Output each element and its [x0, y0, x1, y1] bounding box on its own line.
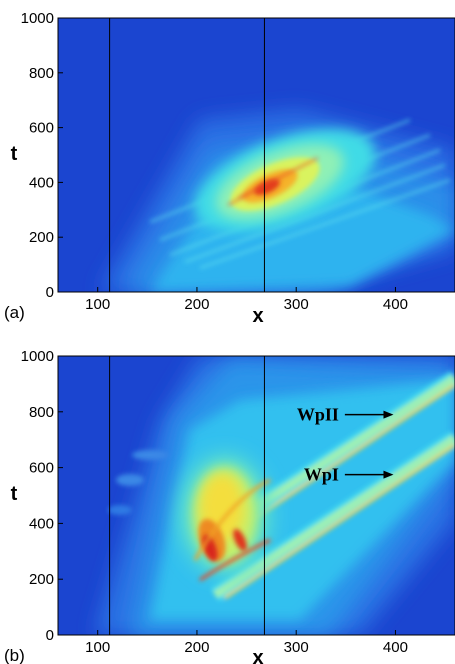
heatmap-b: [58, 356, 455, 635]
annotation-label-1: WpI: [304, 465, 339, 485]
x-tick-label-a: 200: [184, 296, 209, 313]
x-ticks-a: 100 200 300 400: [85, 287, 408, 313]
x-tick-label-a: 400: [383, 296, 408, 313]
y-tick-label-b: 800: [29, 404, 54, 421]
y-tick-label-b: 0: [46, 627, 54, 644]
y-tick-label-a: 200: [29, 229, 54, 246]
annotation-arrowhead-0: [383, 410, 394, 419]
y-tick-label-b: 1000: [21, 348, 54, 365]
y-tick-label-a: 800: [29, 65, 54, 82]
x-ticks-b: 100 200 300 400: [85, 630, 408, 656]
x-axis-label-a: x: [252, 305, 263, 327]
x-tick-label-a: 300: [284, 296, 309, 313]
panel-label-b: (b): [4, 646, 25, 664]
x-axis-label-b: x: [252, 647, 263, 664]
y-tick-label-a: 1000: [21, 10, 54, 27]
plot-frame-b: [57, 355, 455, 636]
y-tick-label-a: 400: [29, 174, 54, 191]
vertical-lines-a: [109, 18, 265, 292]
x-tick-label-b: 400: [383, 639, 408, 656]
panel-a: 100 200 300 400 0 200 400 600 800 1000 (a) x t: [4, 10, 455, 327]
x-tick-label-a: 100: [85, 296, 110, 313]
y-tick-label-a: 600: [29, 120, 54, 137]
heatmap-a: [58, 18, 455, 292]
annotations-b: WpII WpI: [297, 405, 394, 485]
y-ticks-a: 0 200 400 600 800 1000: [21, 10, 63, 301]
y-tick-label-b: 400: [29, 515, 54, 532]
y-tick-label-b: 200: [29, 571, 54, 588]
annotation-arrowhead-1: [383, 470, 394, 479]
annotation-label-0: WpII: [297, 405, 339, 425]
x-tick-label-b: 300: [284, 639, 309, 656]
y-ticks-b: 0 200 400 600 800 1000: [21, 348, 63, 644]
panel-b: 100 200 300 400 0 200 400 600 800 1000 WpII WpI (…: [4, 348, 455, 664]
y-axis-label-b: t: [11, 483, 18, 505]
y-axis-label-a: t: [11, 143, 18, 165]
vertical-lines-b: [109, 356, 265, 635]
x-tick-label-b: 100: [85, 639, 110, 656]
panel-label-a: (a): [4, 303, 25, 322]
y-tick-label-a: 0: [46, 284, 54, 301]
x-tick-label-b: 200: [184, 639, 209, 656]
y-tick-label-b: 600: [29, 460, 54, 477]
plot-frame-a: [57, 17, 455, 293]
